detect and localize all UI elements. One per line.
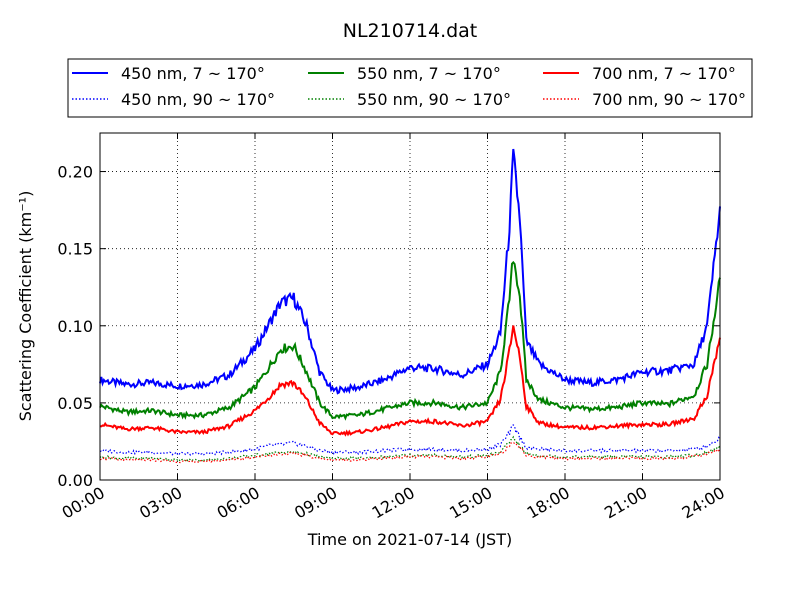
y-tick-label: 0.15 [57, 240, 93, 259]
x-tick-label: 21:00 [601, 483, 650, 523]
series-line-1 [99, 260, 721, 421]
y-axis-label: Scattering Coefficient (km⁻¹) [16, 191, 35, 422]
legend-label: 450 nm, 7 ~ 170° [121, 64, 265, 83]
x-tick-label: 18:00 [524, 483, 573, 523]
plot-area: 00:00 03:00 06:00 09:00 12:00 15:00 18:00 21:00… [57, 132, 728, 523]
series-line-2 [99, 325, 721, 437]
x-tick-label: 15:00 [446, 483, 495, 523]
legend: 450 nm, 7 ~ 170° 550 nm, 7 ~ 170° 700 nm, … [67, 58, 753, 118]
x-tick-label: 06:00 [214, 483, 263, 523]
legend-box [67, 58, 753, 118]
legend-label: 450 nm, 90 ~ 170° [121, 90, 275, 109]
legend-label: 700 nm, 90 ~ 170° [592, 90, 746, 109]
chart-title: NL210714.dat [343, 20, 478, 42]
plot-background [100, 133, 720, 480]
legend-label: 700 nm, 7 ~ 170° [592, 64, 736, 83]
x-tick-label: 09:00 [291, 483, 340, 523]
x-axis-label: Time on 2021-07-14 (JST) [307, 530, 512, 549]
y-tick-label: 0.00 [57, 471, 93, 490]
y-tick-label: 0.20 [57, 163, 93, 182]
series-layer [99, 148, 721, 464]
x-tick-label: 24:00 [679, 483, 728, 523]
y-tick-label: 0.05 [57, 394, 93, 413]
series-line-5 [99, 441, 721, 464]
legend-label: 550 nm, 7 ~ 170° [357, 64, 501, 83]
x-tick-label: 03:00 [136, 483, 185, 523]
grid-lines [100, 133, 720, 480]
y-tick-label: 0.10 [57, 317, 93, 336]
series-line-0 [99, 148, 721, 395]
legend-label: 550 nm, 90 ~ 170° [357, 90, 511, 109]
x-tick-label: 12:00 [369, 483, 418, 523]
